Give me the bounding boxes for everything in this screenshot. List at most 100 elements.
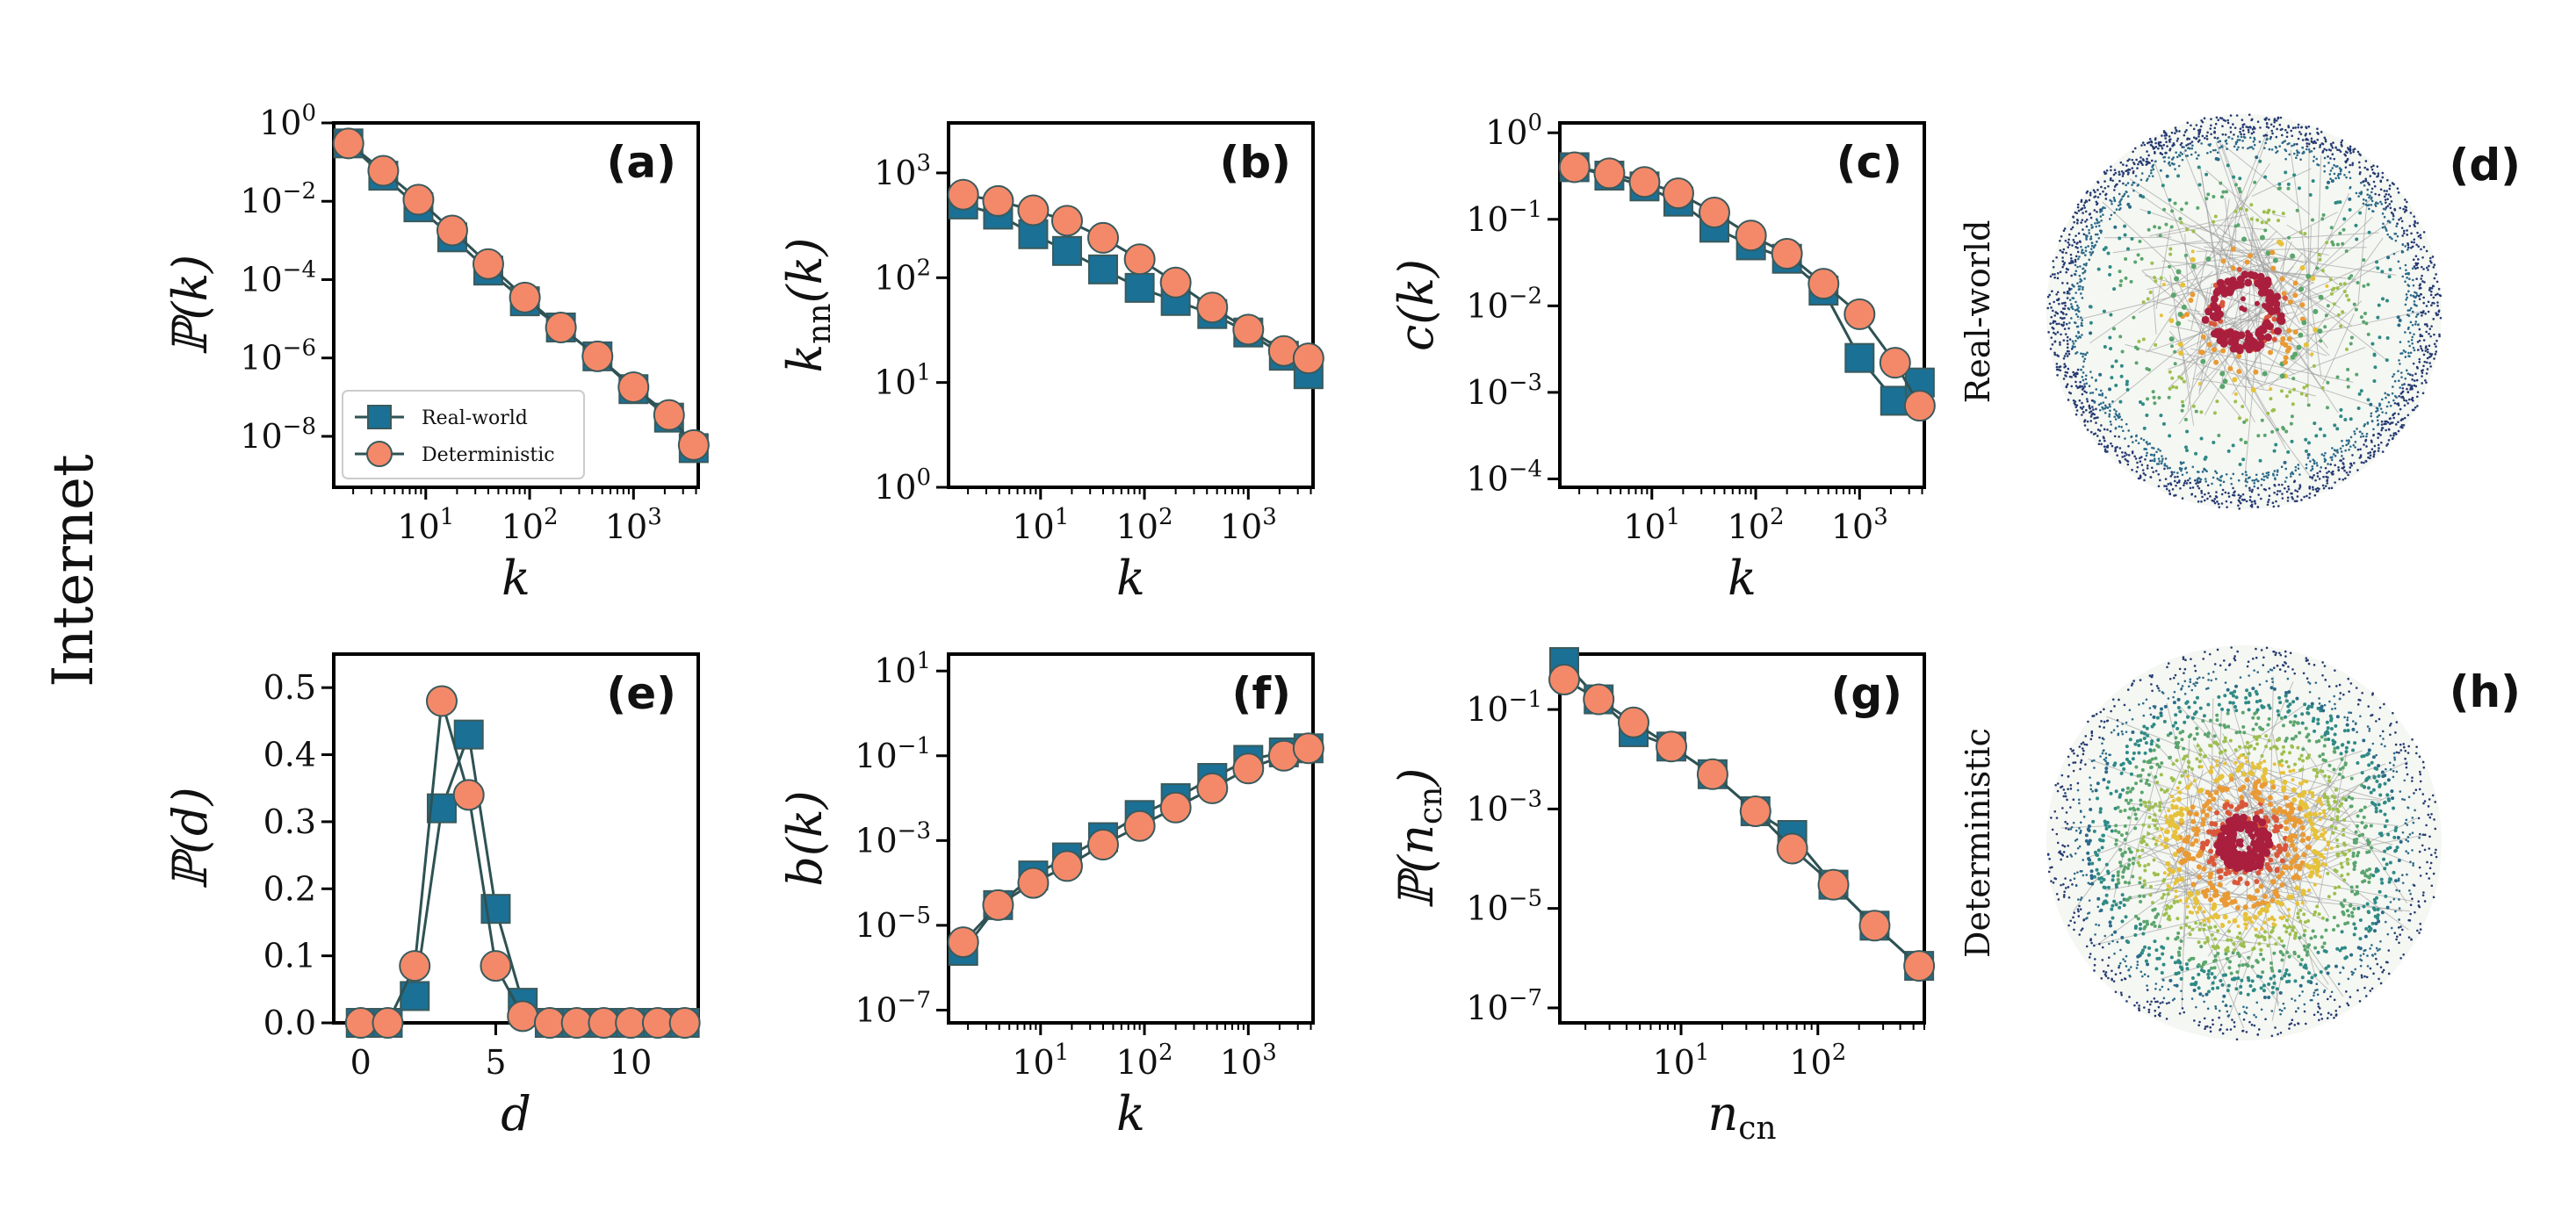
network-node — [2263, 228, 2268, 233]
network-node — [2144, 448, 2147, 450]
network-node — [2108, 942, 2111, 946]
network-node — [2421, 375, 2423, 378]
network-node — [2273, 491, 2276, 494]
network-node — [2414, 372, 2417, 376]
network-node — [2109, 198, 2111, 202]
network-node — [2196, 205, 2200, 210]
network-node — [2080, 245, 2082, 248]
network-node — [2110, 423, 2113, 426]
network-node — [2081, 385, 2084, 388]
network-node — [2274, 653, 2277, 657]
network-node — [2329, 726, 2334, 730]
network-node — [2341, 904, 2345, 909]
network-edge — [2181, 903, 2226, 906]
network-node — [2311, 218, 2315, 222]
network-node — [2414, 910, 2416, 914]
network-node — [2131, 787, 2135, 791]
network-node — [2270, 429, 2275, 434]
network-node — [2158, 925, 2162, 929]
network-node — [2126, 182, 2130, 184]
network-node — [2346, 728, 2350, 732]
network-node — [2226, 687, 2230, 692]
network-node — [2392, 436, 2394, 440]
network-node — [2399, 407, 2402, 411]
network-node — [2292, 329, 2298, 335]
network-node — [2076, 368, 2080, 371]
network-node — [2322, 744, 2327, 748]
network-node — [2374, 192, 2377, 196]
network-node — [2169, 483, 2173, 486]
network-node — [2076, 203, 2080, 206]
network-node — [2289, 842, 2295, 848]
network-node — [2299, 158, 2302, 162]
network-node — [2327, 162, 2330, 164]
network-node — [2089, 882, 2091, 886]
network-node — [2234, 695, 2239, 700]
network-node — [2372, 164, 2375, 168]
network-node — [2168, 336, 2175, 342]
network-node — [2268, 486, 2271, 490]
network-node — [2320, 453, 2324, 456]
network-node — [2404, 757, 2406, 760]
network-node — [2237, 504, 2240, 507]
network-node — [2327, 738, 2331, 742]
network-node — [2322, 434, 2327, 438]
network-node — [2132, 150, 2134, 154]
network-node — [2313, 973, 2318, 977]
network-node — [2146, 150, 2148, 153]
network-core-node — [2213, 305, 2222, 313]
network-node — [2290, 253, 2296, 259]
network-node — [2120, 169, 2124, 173]
network-node — [2120, 198, 2123, 201]
network-node — [2380, 423, 2384, 426]
network-node — [2421, 349, 2424, 352]
network-node — [2364, 438, 2368, 442]
network-node — [2183, 720, 2187, 724]
network-node — [2093, 766, 2096, 769]
network-node — [2299, 265, 2305, 271]
network-node — [2329, 846, 2334, 851]
network-node — [2098, 807, 2103, 811]
network-node — [2367, 451, 2370, 455]
network-node — [2185, 429, 2190, 434]
network-node — [2089, 407, 2092, 410]
network-node — [2115, 208, 2118, 211]
network-node — [2365, 975, 2369, 979]
network-node — [2418, 327, 2421, 331]
network-node — [2188, 297, 2194, 303]
network-node — [2281, 483, 2284, 486]
network-node — [2183, 806, 2190, 812]
network-node — [2104, 766, 2109, 771]
network-node — [2404, 280, 2406, 284]
network-node — [2056, 354, 2059, 356]
network-node — [2127, 846, 2132, 851]
network-node — [2170, 803, 2175, 808]
network-node — [2411, 897, 2414, 900]
network-node — [2305, 133, 2307, 135]
network-node — [2367, 880, 2371, 884]
network-node — [2183, 479, 2187, 483]
network-node — [2131, 158, 2134, 162]
network-node — [2125, 184, 2127, 187]
network-node — [2177, 953, 2182, 957]
network-node — [2190, 153, 2193, 156]
network-node — [2184, 312, 2190, 318]
network-node — [2385, 405, 2389, 408]
network-node — [2083, 743, 2086, 746]
network-node — [2157, 956, 2161, 961]
network-node — [2116, 870, 2120, 874]
x-tick-label: 10 — [610, 1043, 652, 1082]
network-node — [2325, 284, 2329, 288]
network-node — [2236, 353, 2242, 359]
network-node — [2341, 455, 2343, 457]
network-node — [2296, 490, 2299, 493]
network-node — [2421, 255, 2424, 259]
network-node — [2412, 362, 2415, 365]
network-node — [2255, 656, 2258, 659]
network-node — [2335, 817, 2340, 822]
network-node — [2232, 486, 2234, 490]
network-node — [2176, 786, 2180, 790]
network-node — [2177, 781, 2182, 785]
network-node — [2071, 226, 2075, 229]
network-node — [2284, 825, 2290, 831]
